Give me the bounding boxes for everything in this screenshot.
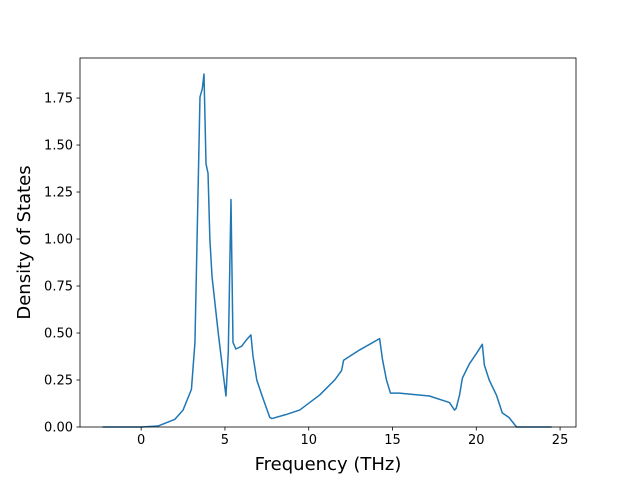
y-tick-label: 1.75	[44, 92, 73, 107]
y-tick-label: 0.75	[44, 280, 73, 295]
data-line	[102, 73, 552, 428]
x-tick-label: 10	[300, 433, 317, 448]
x-tick-label: 5	[221, 433, 229, 448]
x-tick-label: 25	[552, 433, 569, 448]
plot-frame	[79, 57, 577, 428]
y-tick-label: 0.00	[44, 421, 73, 436]
y-tick-label: 1.00	[44, 233, 73, 248]
y-tick-label: 1.25	[44, 186, 73, 201]
y-tick-label: 0.50	[44, 327, 73, 342]
y-axis-label: Density of States	[14, 165, 35, 319]
x-tick-label: 0	[137, 433, 145, 448]
x-tick-label: 15	[384, 433, 401, 448]
x-axis-label: Frequency (THz)	[255, 454, 402, 475]
y-tick-label: 1.50	[44, 139, 73, 154]
y-tick-label: 0.25	[44, 374, 73, 389]
x-tick-label: 20	[468, 433, 485, 448]
